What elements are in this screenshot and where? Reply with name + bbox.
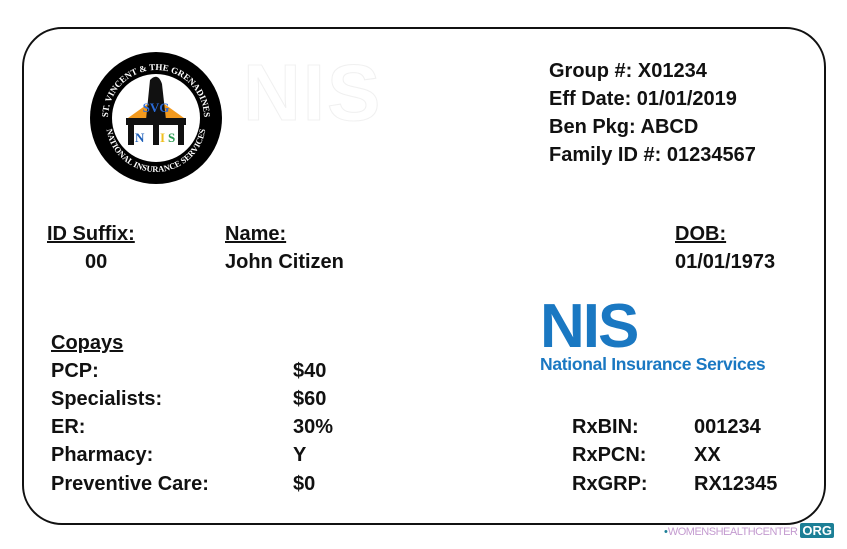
rx-value: 001234 [694,416,761,438]
id-suffix-label: ID Suffix: [47,223,135,245]
nis-brand-logo: NIS National Insurance Services [540,292,766,375]
copays-title: Copays [51,332,124,354]
svg-text:I: I [160,130,165,145]
name-label: Name: [225,223,287,245]
footer-tld-badge: ORG [800,523,835,538]
rx-label: RxBIN: [572,416,639,438]
copay-label: Specialists: [51,388,163,410]
brand-short: NIS [540,292,639,361]
copay-label: Preventive Care: [51,473,209,495]
rx-value: XX [694,444,721,466]
rx-label: RxGRP: [572,473,648,495]
copay-value: 30% [293,416,334,438]
copay-value: Y [293,444,307,466]
rx-label: RxPCN: [572,444,647,466]
id-suffix-value: 00 [85,251,108,273]
copay-label: Pharmacy: [51,444,154,466]
dob-label: DOB: [675,223,727,245]
copay-label: ER: [51,416,86,438]
ben-pkg: Ben Pkg: ABCD [549,116,699,138]
copay-value: $40 [293,360,327,382]
name-value: John Citizen [225,251,344,273]
svg-text:N: N [135,130,145,145]
svg-text:S: S [168,130,175,145]
nis-seal-logo: ST. VINCENT & THE GRENADINES NATIONAL IN… [90,52,222,184]
family-id: Family ID #: 01234567 [549,144,756,166]
eff-date: Eff Date: 01/01/2019 [549,88,737,110]
rx-value: RX12345 [694,473,778,495]
dob-value: 01/01/1973 [675,251,776,273]
dots-icon: • [664,526,668,538]
watermark: NIS [242,48,383,138]
copay-value: $60 [293,388,327,410]
brand-full: National Insurance Services [540,354,766,374]
copay-value: $0 [293,473,316,495]
footer-watermark: •WOMENSHEALTHCENTER ORG [664,523,835,538]
copay-label: PCP: [51,360,99,382]
insurance-card [22,27,826,525]
svg-text:SVG: SVG [143,100,170,115]
group-number: Group #: X01234 [549,60,707,82]
